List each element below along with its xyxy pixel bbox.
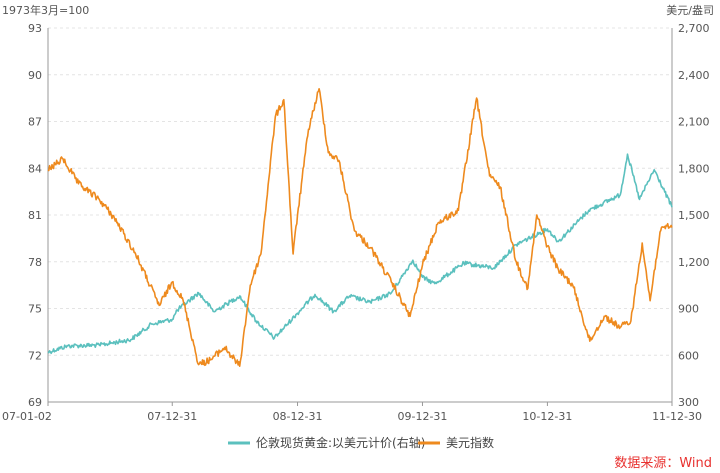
left-axis-unit: 1973年3月=100 — [2, 3, 89, 17]
x-tick-label: 10-12-31 — [522, 410, 572, 423]
left-tick-label: 84 — [28, 162, 42, 175]
legend: 伦敦现货黄金:以美元计价(右轴) 美元指数 — [228, 435, 494, 450]
right-tick-label: 300 — [678, 396, 699, 409]
right-axis-unit: 美元/盎司 — [666, 3, 714, 17]
right-tick-label: 1,800 — [678, 162, 710, 175]
left-tick-label: 69 — [28, 396, 42, 409]
right-tick-label: 600 — [678, 349, 699, 362]
x-tick-label: 11-12-30 — [652, 410, 702, 423]
right-tick-label: 2,700 — [678, 22, 710, 35]
series-line-gold — [47, 153, 673, 355]
left-tick-label: 87 — [28, 116, 42, 129]
right-tick-label: 2,100 — [678, 116, 710, 129]
x-tick-label: 07-12-31 — [147, 410, 197, 423]
right-tick-label: 1,500 — [678, 209, 710, 222]
series-line-usd-index — [47, 88, 673, 367]
left-tick-label: 90 — [28, 69, 42, 82]
legend-label: 美元指数 — [446, 435, 494, 450]
left-tick-label: 93 — [28, 22, 42, 35]
x-tick-label: 07-01-02 — [2, 410, 52, 423]
legend-label: 伦敦现货黄金:以美元计价(右轴) — [256, 435, 425, 450]
series-layer — [47, 88, 673, 367]
axes: 69 300 72 600 75 900 78 1,200 81 1,500 84 1,800 87 2,… — [2, 22, 710, 423]
x-tick-label: 09-12-31 — [397, 410, 447, 423]
right-tick-label: 2,400 — [678, 69, 710, 82]
right-tick-label: 1,200 — [678, 256, 710, 269]
left-tick-label: 75 — [28, 303, 42, 316]
right-tick-label: 900 — [678, 303, 699, 316]
left-tick-label: 78 — [28, 256, 42, 269]
source-text: 数据来源：Wind — [614, 456, 712, 471]
left-tick-label: 72 — [28, 349, 42, 362]
x-tick-label: 08-12-31 — [273, 410, 323, 423]
left-tick-label: 81 — [28, 209, 42, 222]
grid — [48, 27, 672, 356]
